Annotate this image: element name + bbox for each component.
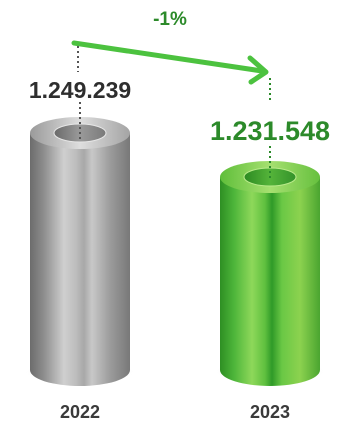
change-arrow	[71, 40, 269, 85]
category-label-2022: 2022	[60, 402, 100, 422]
value-label-2022: 1.249.239	[29, 77, 131, 103]
arrow-shaft	[71, 40, 265, 74]
change-percent-label: -1%	[153, 9, 187, 30]
bar-2022	[22, 117, 138, 386]
arrow-head	[247, 55, 269, 85]
bar-2022-body	[30, 133, 130, 386]
bar-2023	[212, 161, 328, 386]
bar-2023-body	[220, 177, 320, 386]
category-label-2023: 2023	[250, 402, 290, 422]
value-label-2023: 1.231.548	[210, 116, 330, 146]
